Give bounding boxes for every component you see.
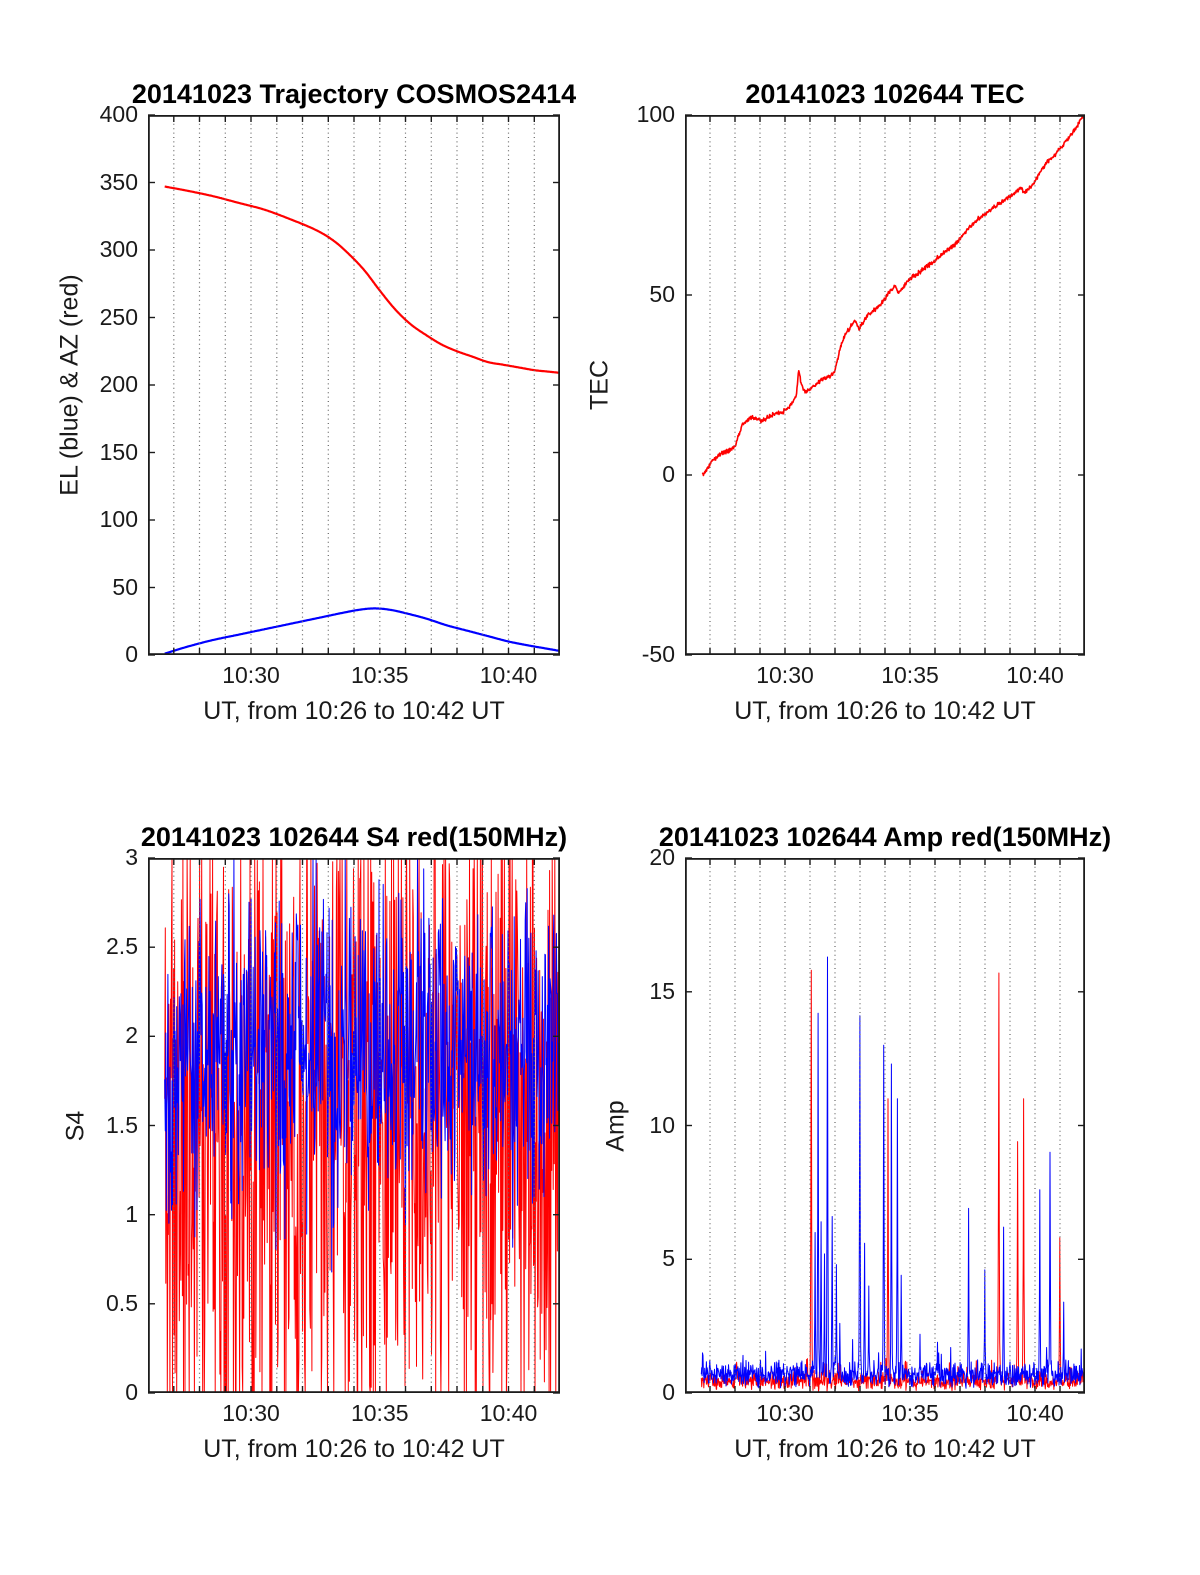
y-tick-label: 150 — [99, 438, 138, 465]
y-tick-label: 400 — [99, 101, 138, 127]
x-tick-label: 10:30 — [222, 662, 280, 688]
amp-plot-area — [684, 857, 1086, 1394]
trajectory-plot: 20141023 Trajectory COSMOS2414 EL (blue)… — [56, 79, 577, 725]
s4-plot: 20141023 102644 S4 red(150MHz) S4 UT, fr… — [62, 822, 568, 1463]
tec-plot-area — [684, 114, 1086, 656]
y-tick-label: 50 — [649, 281, 675, 307]
x-tick-label: 10:35 — [881, 662, 939, 688]
tec-plot-title: 20141023 102644 TEC — [745, 79, 1025, 109]
y-tick-label: 0.5 — [106, 1289, 138, 1316]
y-tick-label: 0 — [125, 641, 138, 667]
trajectory-plot-title: 20141023 Trajectory COSMOS2414 — [131, 79, 577, 109]
x-tick-label: 10:40 — [479, 662, 538, 688]
tec-x-axis-label: UT, from 10:26 to 10:42 UT — [734, 697, 1036, 725]
amp-plot-title: 20141023 102644 Amp red(150MHz) — [658, 822, 1112, 852]
trajectory-x-axis-label: UT, from 10:26 to 10:42 UT — [203, 697, 505, 725]
y-tick-label: 0 — [662, 461, 675, 487]
x-tick-label: 10:40 — [1006, 662, 1064, 688]
y-tick-label: 100 — [99, 506, 138, 532]
x-tick-label: 10:35 — [881, 1400, 939, 1426]
x-tick-label: 10:40 — [1006, 1400, 1064, 1426]
y-tick-label: 0 — [662, 1379, 675, 1405]
x-tick-label: 10:40 — [479, 1400, 538, 1426]
y-tick-label: 2.5 — [106, 933, 138, 960]
y-tick-label: 3 — [125, 844, 138, 870]
y-tick-label: 300 — [99, 236, 138, 262]
x-tick-label: 10:30 — [756, 662, 814, 688]
y-tick-label: 5 — [662, 1245, 675, 1272]
y-tick-label: 50 — [112, 573, 138, 600]
y-tick-label: -50 — [641, 641, 675, 667]
x-tick-label: 10:30 — [222, 1400, 280, 1426]
x-tick-label: 10:35 — [350, 662, 409, 688]
y-tick-label: 200 — [99, 371, 138, 397]
y-tick-label: 20 — [649, 844, 675, 870]
s4-plot-title: 20141023 102644 S4 red(150MHz) — [140, 822, 568, 852]
s4-plot-area — [147, 857, 561, 1394]
y-tick-label: 10 — [649, 1111, 675, 1138]
y-tick-label: 1 — [125, 1200, 138, 1227]
x-tick-label: 10:30 — [756, 1400, 814, 1426]
tec-y-axis-label: TEC — [585, 360, 614, 410]
x-tick-label: 10:35 — [350, 1400, 409, 1426]
amp-plot: 20141023 102644 Amp red(150MHz) Amp UT, … — [602, 822, 1112, 1463]
y-tick-label: 250 — [99, 303, 138, 330]
tec-plot: 20141023 102644 TEC TEC UT, from 10:26 t… — [586, 79, 1086, 725]
y-tick-label: 1.5 — [106, 1111, 138, 1138]
y-tick-label: 100 — [636, 101, 675, 127]
y-tick-label: 15 — [649, 977, 675, 1004]
s4-x-axis-label: UT, from 10:26 to 10:42 UT — [203, 1435, 505, 1463]
y-tick-label: 350 — [99, 168, 138, 195]
y-tick-label: 2 — [125, 1022, 138, 1049]
amp-x-axis-label: UT, from 10:26 to 10:42 UT — [734, 1435, 1036, 1463]
trajectory-plot-area — [147, 114, 561, 656]
y-tick-label: 0 — [125, 1379, 138, 1405]
